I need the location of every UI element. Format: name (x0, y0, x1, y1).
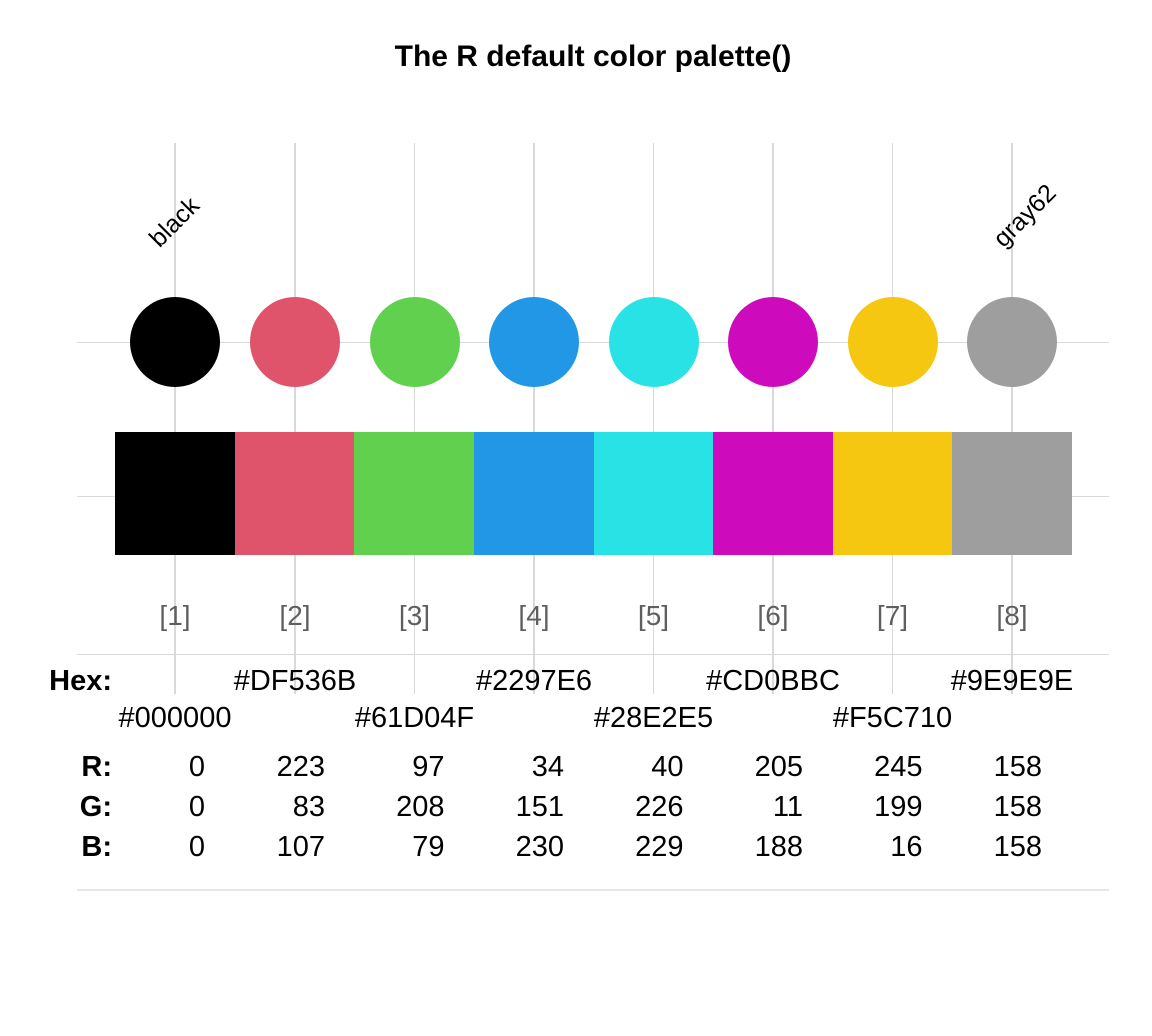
index-label: [3] (398, 600, 431, 631)
hex-value: #DF536B (233, 665, 357, 697)
rgb-value: 158 (993, 831, 1042, 863)
color-swatch-circle (489, 297, 579, 387)
index-label: [4] (518, 600, 550, 631)
horizontal-gridline (77, 653, 1109, 655)
hex-value: #000000 (118, 702, 232, 734)
color-swatch-circle (369, 297, 460, 387)
last-color-name-label: gray62 (987, 178, 1062, 253)
rgb-value: 79 (412, 831, 445, 863)
rgb-value: 0 (188, 791, 205, 823)
vertical-gridline (652, 143, 655, 694)
index-label: [7] (876, 600, 909, 631)
color-swatch-bar (713, 432, 833, 555)
hex-value: #F5C710 (832, 702, 953, 734)
hex-value: #61D04F (354, 702, 475, 734)
rgb-value: 245 (874, 751, 923, 783)
vertical-gridline (1011, 143, 1013, 694)
rgb-value: 107 (276, 831, 325, 863)
color-swatch-bar (235, 432, 354, 555)
horizontal-gridline (77, 341, 1109, 343)
color-swatch-circle (130, 297, 220, 387)
rgb-value: 83 (292, 791, 325, 823)
rgb-value: 188 (754, 831, 803, 863)
rgb-value: 158 (993, 751, 1042, 783)
rgb-value: 16 (890, 831, 923, 863)
hex-row-label: Hex: (49, 665, 112, 697)
vertical-gridline (294, 143, 296, 694)
color-swatch-circle (250, 297, 340, 387)
rgb-value: 34 (531, 751, 564, 783)
rgb-value: 97 (412, 751, 445, 783)
color-swatch-bar (115, 432, 235, 555)
vertical-gridline (772, 143, 774, 694)
hex-value: #2297E6 (475, 665, 593, 697)
rgb-value: 223 (276, 751, 325, 783)
red-row-label: R: (81, 751, 112, 783)
index-label: [2] (279, 600, 311, 631)
color-swatch-circle (847, 297, 938, 387)
index-label: [1] (159, 600, 191, 631)
hex-value: #CD0BBC (706, 665, 840, 697)
color-swatch-bar (594, 432, 713, 555)
index-label: [8] (996, 600, 1028, 631)
color-swatch-bar (354, 432, 474, 555)
hex-value: #28E2E5 (593, 702, 714, 734)
vertical-gridline (174, 143, 176, 694)
chart-title: The R default color palette() (394, 40, 792, 73)
rgb-value: 226 (635, 791, 684, 823)
rgb-value: 230 (515, 831, 564, 863)
vertical-gridline (413, 143, 416, 694)
hex-value: #9E9E9E (950, 665, 1074, 697)
rgb-value: 0 (188, 831, 205, 863)
color-swatch-circle (608, 297, 699, 387)
rgb-value: 0 (188, 751, 205, 783)
rgb-value: 11 (772, 791, 803, 823)
rgb-value: 40 (651, 751, 684, 783)
blue-row-label: B: (81, 831, 112, 863)
color-swatch-circle (728, 297, 818, 387)
index-label: [6] (757, 600, 789, 631)
vertical-gridline (533, 143, 535, 694)
color-swatch-bar (833, 432, 952, 555)
bottom-rule (77, 888, 1109, 891)
rgb-value: 199 (874, 791, 923, 823)
green-row-label: G: (79, 791, 112, 823)
color-swatch-bar (952, 432, 1072, 555)
vertical-gridline (891, 143, 894, 694)
rgb-value: 229 (635, 831, 684, 863)
rgb-value: 158 (993, 791, 1042, 823)
rgb-value: 151 (515, 791, 564, 823)
rgb-value: 208 (396, 791, 445, 823)
color-swatch-circle (967, 297, 1057, 387)
index-label: [5] (637, 600, 670, 631)
color-swatch-bar (474, 432, 594, 555)
rgb-value: 205 (754, 751, 803, 783)
